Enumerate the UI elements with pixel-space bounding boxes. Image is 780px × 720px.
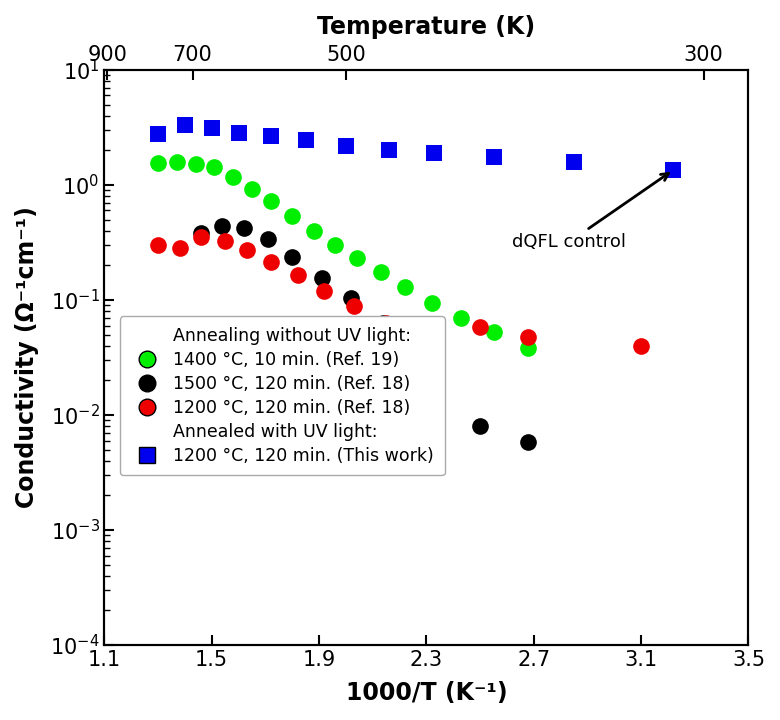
Legend: Annealing without UV light:, 1400 °C, 10 min. (Ref. 19), 1500 °C, 120 min. (Ref.: Annealing without UV light:, 1400 °C, 10…	[119, 316, 445, 475]
1200 °C, 120 min. (This work)	[569, 157, 579, 166]
1500 °C, 120 min. (Ref. 18)	[413, 359, 423, 368]
1200 °C, 120 min. (Ref. 18)	[475, 323, 484, 331]
1500 °C, 120 min. (Ref. 18)	[317, 274, 327, 282]
1500 °C, 120 min. (Ref. 18)	[264, 235, 273, 243]
1500 °C, 120 min. (Ref. 18)	[239, 224, 249, 233]
1400 °C, 10 min. (Ref. 19)	[523, 344, 533, 353]
Line: 1500 °C, 120 min. (Ref. 18): 1500 °C, 120 min. (Ref. 18)	[193, 217, 537, 451]
Line: 1200 °C, 120 min. (Ref. 18): 1200 °C, 120 min. (Ref. 18)	[150, 228, 650, 354]
1500 °C, 120 min. (Ref. 18)	[523, 438, 533, 446]
1200 °C, 120 min. (This work)	[489, 153, 498, 161]
1200 °C, 120 min. (This work)	[207, 124, 216, 132]
1200 °C, 120 min. (This work)	[266, 132, 275, 140]
1400 °C, 10 min. (Ref. 19)	[191, 160, 200, 168]
1400 °C, 10 min. (Ref. 19)	[172, 158, 182, 166]
1200 °C, 120 min. (This work)	[234, 128, 243, 137]
X-axis label: 1000/T (K⁻¹): 1000/T (K⁻¹)	[346, 681, 507, 705]
1200 °C, 120 min. (Ref. 18)	[523, 333, 533, 341]
1500 °C, 120 min. (Ref. 18)	[197, 229, 206, 238]
1200 °C, 120 min. (Ref. 18)	[293, 271, 303, 279]
1400 °C, 10 min. (Ref. 19)	[247, 185, 257, 194]
Text: dQFL control: dQFL control	[512, 174, 668, 251]
1400 °C, 10 min. (Ref. 19)	[210, 163, 219, 172]
1400 °C, 10 min. (Ref. 19)	[456, 313, 466, 322]
1400 °C, 10 min. (Ref. 19)	[266, 197, 275, 206]
1200 °C, 120 min. (Ref. 18)	[636, 341, 646, 350]
1500 °C, 120 min. (Ref. 18)	[475, 422, 484, 431]
1400 °C, 10 min. (Ref. 19)	[229, 172, 238, 181]
1200 °C, 120 min. (This work)	[341, 141, 350, 150]
1400 °C, 10 min. (Ref. 19)	[489, 328, 498, 336]
1500 °C, 120 min. (Ref. 18)	[379, 319, 388, 328]
Line: 1400 °C, 10 min. (Ref. 19): 1400 °C, 10 min. (Ref. 19)	[150, 154, 537, 356]
1200 °C, 120 min. (Ref. 18)	[154, 240, 163, 249]
1200 °C, 120 min. (Ref. 18)	[175, 243, 184, 252]
1200 °C, 120 min. (Ref. 18)	[242, 246, 251, 255]
1200 °C, 120 min. (Ref. 18)	[197, 233, 206, 241]
1200 °C, 120 min. (This work)	[180, 121, 190, 130]
1400 °C, 10 min. (Ref. 19)	[288, 212, 297, 220]
1400 °C, 10 min. (Ref. 19)	[331, 240, 340, 249]
1200 °C, 120 min. (This work)	[301, 136, 310, 145]
1400 °C, 10 min. (Ref. 19)	[376, 268, 385, 276]
Y-axis label: Conductivity (Ω⁻¹cm⁻¹): Conductivity (Ω⁻¹cm⁻¹)	[15, 207, 39, 508]
Line: 1200 °C, 120 min. (This work): 1200 °C, 120 min. (This work)	[150, 117, 682, 179]
1200 °C, 120 min. (This work)	[154, 129, 163, 138]
1500 °C, 120 min. (Ref. 18)	[218, 222, 227, 230]
1200 °C, 120 min. (This work)	[385, 146, 394, 155]
1400 °C, 10 min. (Ref. 19)	[309, 226, 318, 235]
1500 °C, 120 min. (Ref. 18)	[288, 253, 297, 261]
1400 °C, 10 min. (Ref. 19)	[427, 298, 437, 307]
1500 °C, 120 min. (Ref. 18)	[346, 293, 356, 302]
1200 °C, 120 min. (Ref. 18)	[381, 319, 391, 328]
1200 °C, 120 min. (This work)	[430, 148, 439, 157]
1200 °C, 120 min. (Ref. 18)	[266, 258, 275, 266]
1200 °C, 120 min. (Ref. 18)	[349, 302, 359, 311]
1200 °C, 120 min. (This work)	[668, 166, 678, 174]
X-axis label: Temperature (K): Temperature (K)	[317, 15, 536, 39]
1400 °C, 10 min. (Ref. 19)	[154, 159, 163, 168]
1200 °C, 120 min. (Ref. 18)	[320, 287, 329, 295]
1200 °C, 120 min. (Ref. 18)	[221, 237, 230, 246]
1400 °C, 10 min. (Ref. 19)	[400, 282, 410, 291]
1400 °C, 10 min. (Ref. 19)	[352, 254, 361, 263]
